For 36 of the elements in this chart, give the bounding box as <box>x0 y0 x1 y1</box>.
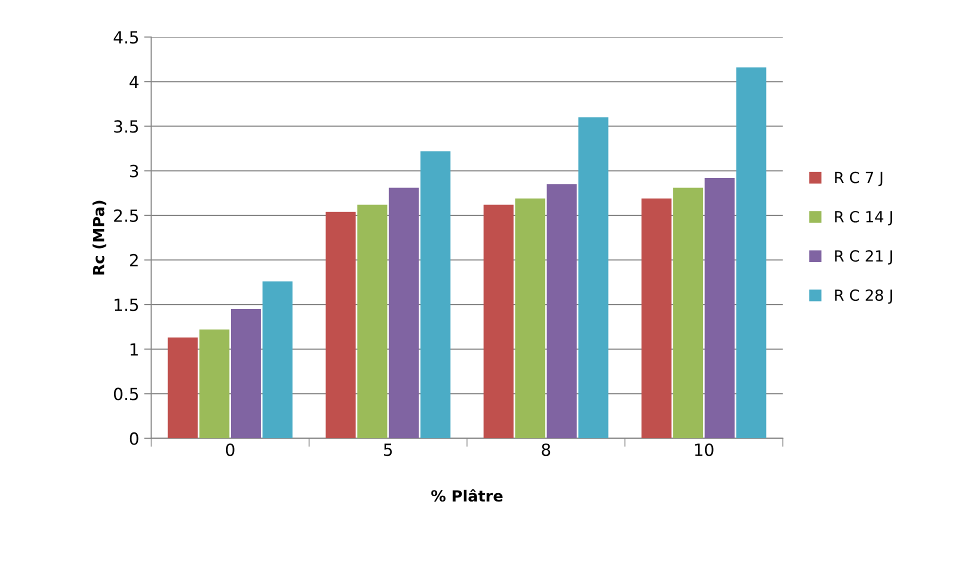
y-tick-label: 3 <box>130 164 138 178</box>
x-tick-label: 5 <box>384 444 392 456</box>
bar <box>515 198 546 438</box>
bar <box>168 338 198 438</box>
bar <box>704 178 735 438</box>
bar <box>642 198 672 438</box>
y-tick-label: 2.5 <box>114 209 138 222</box>
bar <box>388 188 419 438</box>
x-tick-label: 0 <box>226 443 234 456</box>
y-tick-label: 2 <box>130 254 138 266</box>
bar <box>326 212 356 438</box>
legend-label: R C 21 J <box>835 250 892 265</box>
bar <box>546 184 577 438</box>
bar <box>736 67 766 438</box>
bar <box>578 117 608 438</box>
y-axis-title: Rc (MPa) <box>92 200 106 274</box>
bar <box>673 188 704 438</box>
y-tick-label: 0 <box>130 432 138 445</box>
y-tick-label: 4 <box>130 76 138 88</box>
bar <box>199 330 230 438</box>
legend-label: R C 28 J <box>835 289 892 304</box>
x-tick-label: 8 <box>542 443 550 456</box>
y-tick-label: 3.5 <box>114 120 138 133</box>
bar <box>484 204 514 438</box>
x-tick-label: 10 <box>695 443 714 456</box>
bar <box>230 309 261 438</box>
x-axis-title: % Plâtre <box>431 489 503 502</box>
y-tick-label: 4.5 <box>114 31 138 44</box>
legend-label: R C 7 J <box>835 172 882 186</box>
y-tick-label: 1 <box>130 343 138 356</box>
y-tick-label: 0.5 <box>114 388 138 400</box>
y-tick-label: 1.5 <box>114 298 138 312</box>
legend-label: R C 14 J <box>835 210 892 226</box>
bar <box>357 204 388 438</box>
bar <box>420 151 450 438</box>
bar <box>262 281 293 438</box>
